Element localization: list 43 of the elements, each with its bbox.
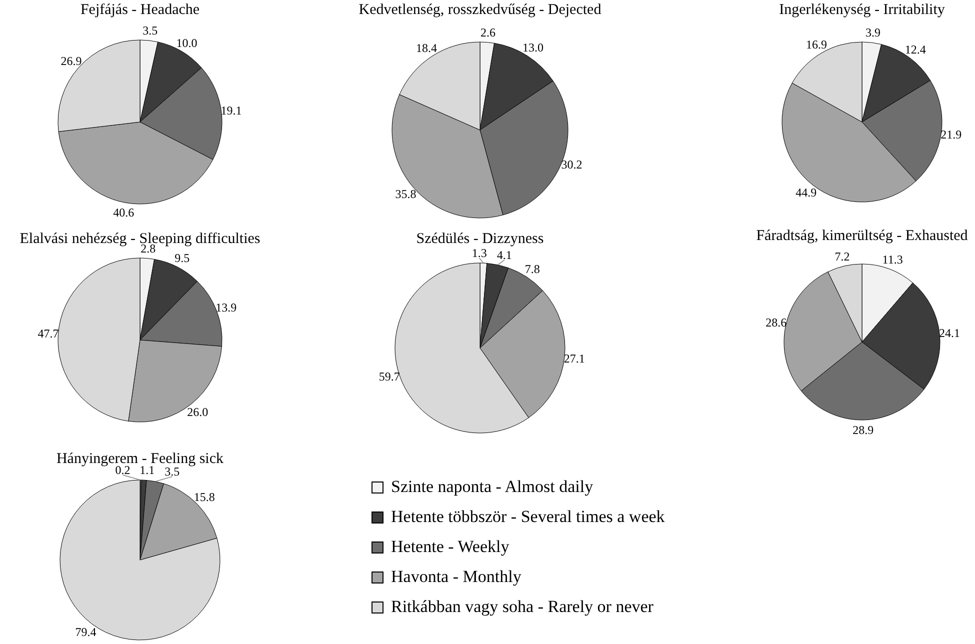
chart-title: Elalvási nehézség - Sleeping difficulties (20, 231, 260, 247)
data-label: 13.0 (522, 40, 544, 55)
chart-title: Fáradtság, kimerültség - Exhausted (756, 228, 968, 244)
chart-title: Ingerlékenység - Irritability (779, 2, 946, 18)
data-label: 30.2 (561, 157, 582, 172)
data-label: 15.8 (194, 490, 215, 504)
legend-label: Havonta - Monthly (391, 567, 522, 586)
data-label: 79.4 (75, 624, 96, 639)
data-label: 10.0 (176, 36, 198, 50)
data-label: 11.3 (882, 252, 903, 266)
data-label: 12.4 (904, 42, 926, 57)
legend-label: Hetente - Weekly (391, 537, 510, 556)
data-label: 27.1 (564, 351, 585, 366)
data-label: 3.5 (164, 464, 180, 479)
chart-title: Szédülés - Dizzyness (416, 231, 544, 247)
data-label: 9.5 (174, 251, 190, 266)
data-label: 28.6 (766, 316, 787, 330)
data-label: 16.9 (806, 37, 827, 52)
data-label: 4.1 (496, 248, 512, 262)
legend-label: Ritkábban vagy soha - Rarely or never (391, 597, 654, 616)
legend-label: Szinte naponta - Almost daily (391, 477, 594, 496)
data-label: 13.9 (216, 300, 237, 315)
data-label: 21.9 (940, 128, 962, 142)
data-label: 3.9 (866, 26, 880, 40)
chart-title: Kedvetlenség, rosszkedvűség - Dejected (358, 2, 602, 18)
data-label: 7.2 (834, 249, 850, 264)
data-label: 26.9 (60, 54, 82, 68)
data-label: 2.6 (480, 25, 496, 40)
data-label: 18.4 (416, 40, 437, 55)
legend-label: Hetente többször - Several times a week (391, 507, 666, 526)
data-label: 7.8 (524, 262, 540, 276)
data-label: 40.6 (113, 206, 134, 220)
data-label: 24.1 (939, 326, 960, 340)
data-label: 28.9 (852, 422, 874, 437)
data-label: 35.8 (395, 186, 416, 201)
data-label: 26.0 (187, 404, 208, 419)
data-label: 44.9 (796, 186, 817, 200)
data-label: 47.7 (38, 326, 59, 340)
data-label: 19.1 (220, 104, 242, 118)
data-label: 59.7 (378, 370, 400, 384)
data-label: 3.5 (142, 24, 158, 38)
chart-title: Fejfájás - Headache (80, 2, 200, 18)
data-label: 1.3 (472, 246, 487, 260)
